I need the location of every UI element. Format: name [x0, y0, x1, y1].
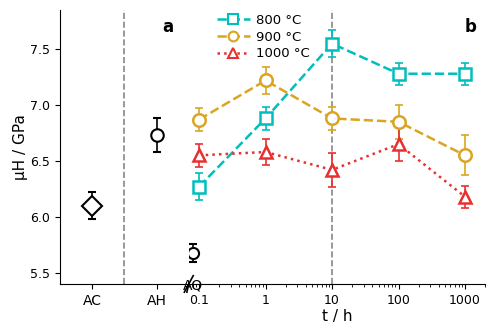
X-axis label: t / h: t / h [322, 309, 352, 324]
Y-axis label: μH / GPa: μH / GPa [12, 114, 28, 180]
Legend: 800 °C, 900 °C, 1000 °C: 800 °C, 900 °C, 1000 °C [212, 8, 316, 66]
Text: b: b [464, 18, 476, 36]
Text: a: a [162, 18, 173, 36]
Text: AQ: AQ [182, 278, 203, 292]
